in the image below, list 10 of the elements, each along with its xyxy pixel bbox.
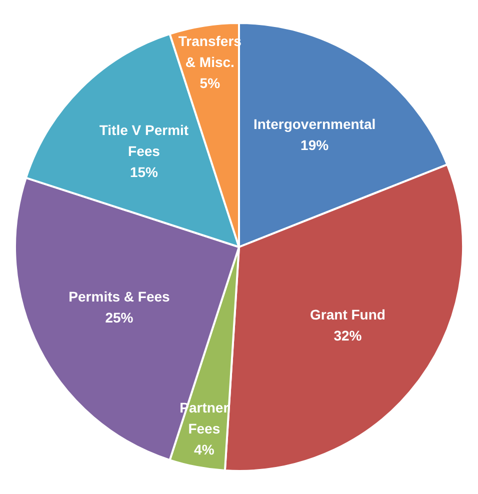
slice-label: Permits & Fees bbox=[68, 288, 170, 304]
data-label: 15% bbox=[130, 164, 159, 180]
data-label: 25% bbox=[105, 309, 134, 326]
slice-label: Title V Permit Fees bbox=[99, 122, 189, 159]
data-label: 19% bbox=[300, 137, 330, 154]
data-label: 5% bbox=[200, 75, 221, 92]
data-label: 4% bbox=[194, 441, 215, 458]
slice-label: Grant Fund bbox=[310, 306, 386, 322]
data-label: 32% bbox=[334, 327, 362, 344]
slice-label: Intergovernmental bbox=[253, 116, 376, 132]
